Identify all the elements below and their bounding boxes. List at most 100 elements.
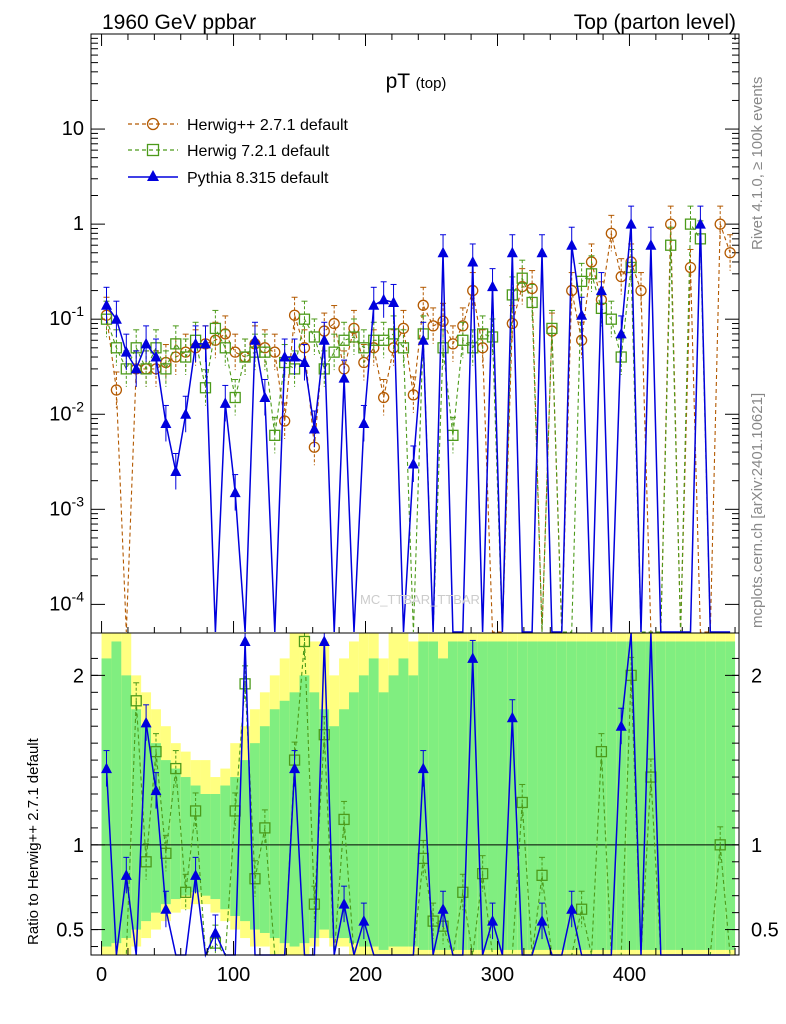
upper-series-layer [100,205,736,633]
data-point-triangle [566,239,578,250]
data-point-square [229,391,241,404]
upper-ytick-label: 10-4 [49,588,84,615]
data-point-square [170,762,182,775]
lower-ytick-label-right: 1 [751,835,762,857]
data-point-square [259,822,271,834]
data-point-square [575,903,588,915]
xtick-label: 400 [613,964,646,986]
data-point-square [298,313,311,325]
legend-item-pythia: Pythia 8.315 default [128,170,329,187]
band-green-bin [665,641,676,950]
data-point-square [625,261,637,274]
side-label-mcplots: mcplots.cern.ch [arXiv:2401.10621] [749,393,766,628]
data-point-triangle [318,334,330,345]
data-point-circle [457,320,469,332]
data-point-square [605,313,617,325]
ytick-base: 10 [49,593,71,615]
band-green-bin [141,726,152,922]
xtick-label: 100 [217,964,250,986]
data-point-circle [684,261,697,274]
series-line-square-dashed [105,222,731,633]
ytick-base: 10 [49,498,71,520]
data-point-triangle [467,255,479,267]
band-green-bin [477,641,488,950]
band-green-bin [655,641,666,950]
data-point-circle [348,322,360,335]
lower-ytick-label-right: 0.5 [751,920,779,942]
data-point-triangle [566,903,578,914]
lower-panel: 0.5 0.5 1 1 2 2 0 100 200 300 400 [56,632,779,986]
upper-ytick-label: 10-2 [49,398,84,425]
data-point-square [457,886,469,898]
data-point-triangle [101,299,113,310]
data-point-circle [328,317,340,330]
band-green-bin [329,726,340,939]
data-point-triangle [209,926,221,938]
data-point-triangle [378,293,390,305]
data-point-triangle [199,337,211,349]
band-green-bin [457,641,468,950]
data-point-square [160,363,172,375]
data-point-triangle [249,334,261,345]
header-right: Top (parton level) [574,11,736,34]
data-point-triangle [368,299,380,310]
data-point-triangle [259,391,271,403]
data-point-triangle [487,280,499,292]
legend-marker-triangle [147,170,159,181]
data-point-square [516,796,528,809]
band-green-bin [546,641,557,950]
band-green-bin [240,760,251,922]
data-point-triangle [388,296,400,307]
data-point-triangle [506,711,518,723]
band-green-bin [289,692,300,947]
data-point-circle [279,415,291,427]
data-point-triangle [615,720,627,731]
data-point-square [457,334,469,346]
data-point-square [259,346,271,358]
ytick-base: 10 [49,308,71,330]
data-point-square [249,873,261,885]
band-green-bin [725,641,736,950]
data-point-circle [724,247,736,259]
data-point-square [308,331,321,343]
data-point-triangle [615,327,627,339]
data-point-triangle [289,762,301,774]
data-point-square [170,338,182,350]
upper-ytick-label: 10-3 [49,493,84,520]
data-point-triangle [536,915,548,926]
data-point-circle [566,284,578,297]
band-green-bin [378,692,389,950]
band-green-bin [685,641,696,950]
data-point-circle [437,315,449,327]
band-green-bin [537,641,547,950]
data-point-square [318,363,330,375]
band-green-bin [715,641,726,950]
header-left: 1960 GeV ppbar [102,11,256,34]
series-line-triangle-solid [105,632,731,958]
band-green-bin [596,641,607,950]
data-point-square [378,334,390,346]
band-green-bin [675,641,686,950]
data-point-square [338,813,350,826]
data-point-circle [417,299,429,311]
band-green-bin [606,641,617,950]
legend-item-herwig-pp: Herwig++ 2.7.1 default [128,117,349,134]
data-point-triangle [308,422,320,434]
data-point-triangle [407,457,419,469]
data-point-triangle [219,397,231,408]
band-green-bin [210,794,221,900]
data-point-triangle [110,313,122,324]
band-green-bin [497,641,508,950]
data-point-triangle [417,762,429,774]
band-green-bin [358,675,369,947]
xtick-label: 200 [349,964,382,986]
band-green-bin [349,692,359,944]
data-point-circle [110,384,123,396]
data-point-square [348,331,360,343]
legend-label-herwig7: Herwig 7.2.1 default [187,143,330,160]
data-point-square [387,328,400,340]
data-point-triangle [437,246,449,258]
lower-ytick-label-right: 2 [751,665,762,687]
data-point-triangle [576,309,588,320]
